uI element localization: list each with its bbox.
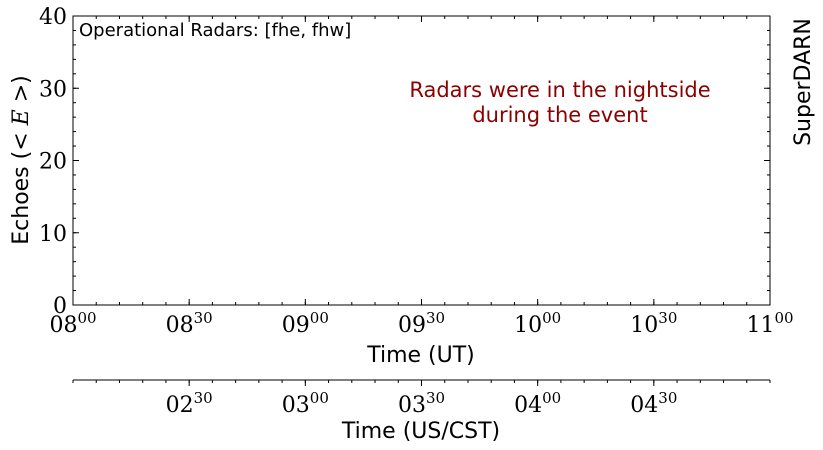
x-tick-label: 0930 [398, 309, 445, 338]
x-axis: 0800 0830 0900 0930 1000 1030 1100 [49, 16, 794, 338]
secondary-x-tick-label: 0300 [282, 389, 329, 418]
x-tick-label: 1000 [514, 309, 561, 338]
y-axis-label-prefix: Echoes ( [9, 151, 34, 245]
y-axis-label-suffix: ) [9, 75, 34, 84]
x-tick-label: 1030 [630, 309, 677, 338]
x-axis-label: Time (UT) [366, 343, 475, 368]
nightside-annotation-line1: Radars were in the nightside [409, 78, 710, 102]
secondary-x-axis-label: Time (US/CST) [341, 419, 500, 444]
x-tick-label: 0830 [166, 309, 213, 338]
secondary-x-tick-label: 0230 [166, 389, 213, 418]
secondary-x-tick-label: 0330 [398, 389, 445, 418]
y-tick-label: 10 [39, 222, 67, 247]
superdarn-label: SuperDARN [791, 18, 816, 146]
y-axis-label-math: < E > [9, 84, 34, 151]
x-tick-label: 1100 [746, 309, 793, 338]
y-axis: 0 10 20 30 40 [39, 5, 770, 319]
x-tick-label: 0800 [49, 309, 96, 338]
plot-frame [72, 15, 771, 306]
y-tick-label: 30 [39, 77, 67, 102]
x-tick-label: 0900 [282, 309, 329, 338]
operational-radars-annotation: Operational Radars: [fhe, fhw] [79, 20, 351, 41]
y-axis-label: Echoes (< E >) [9, 75, 34, 245]
secondary-x-axis: 0230 0300 0330 0400 0430 [72, 380, 771, 418]
secondary-x-tick-label: 0430 [630, 389, 677, 418]
nightside-annotation-line2: during the event [472, 103, 647, 127]
secondary-x-tick-label: 0400 [514, 389, 561, 418]
y-tick-label: 20 [39, 150, 67, 175]
y-tick-label: 40 [39, 5, 67, 30]
y-tick-label: 0 [53, 294, 67, 319]
